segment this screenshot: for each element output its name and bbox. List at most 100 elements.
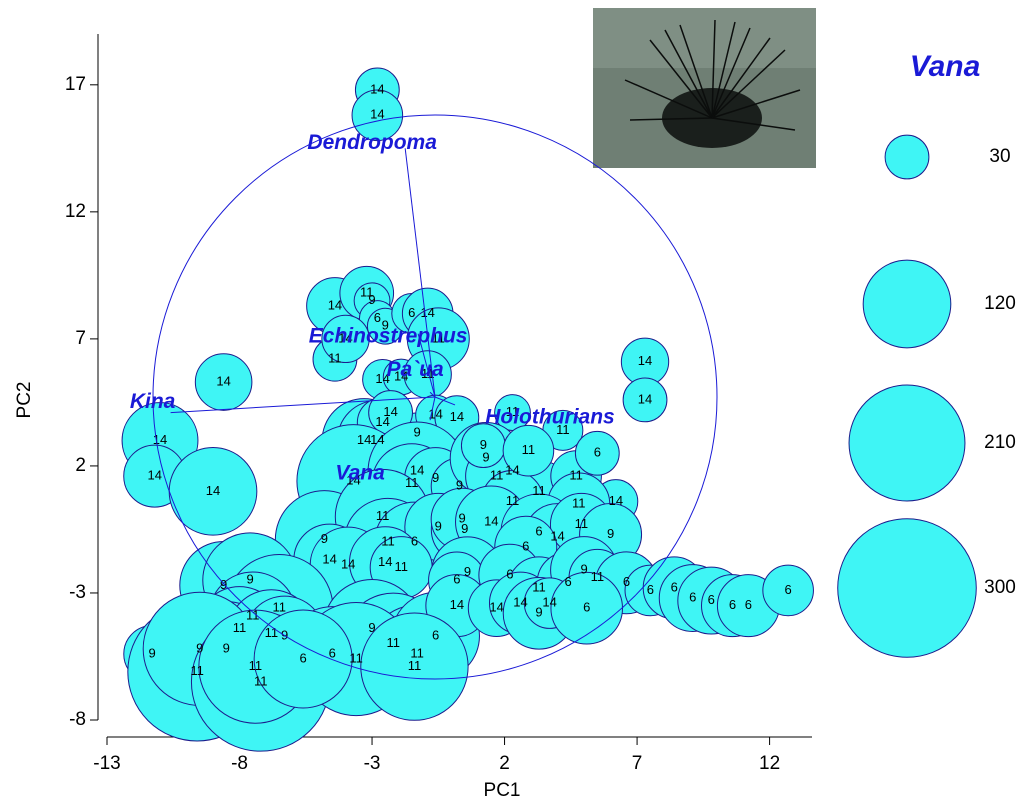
bubble-label: 14 (216, 374, 230, 389)
bubble-label: 14 (322, 551, 336, 566)
bubble-label: 11 (328, 351, 342, 366)
chart: PC1 PC2 -13-8-32712-8-327121714141411969… (0, 0, 1035, 807)
y-tick-label: 2 (75, 455, 86, 476)
bubble-label: 9 (435, 518, 442, 533)
bubble-label: 6 (745, 597, 752, 612)
bubble-label: 9 (432, 470, 439, 485)
legend-bubble (838, 519, 977, 658)
bubble-label: 6 (300, 650, 307, 665)
bubble-label: 6 (535, 523, 542, 538)
legend-label: 210 (984, 432, 1016, 453)
bubble-label: 14 (370, 81, 384, 96)
bubble-label: 6 (522, 539, 529, 554)
bubble-label: 11 (572, 495, 586, 510)
bubble-label: 9 (368, 292, 375, 307)
legend-bubble (885, 135, 929, 179)
bubble-label: 11 (569, 468, 583, 483)
bubble-label: 11 (265, 625, 279, 640)
bubble-label: 6 (623, 574, 630, 589)
bubble-label: 11 (490, 468, 504, 483)
bubble-label: 6 (453, 572, 460, 587)
bubble-label: 14 (513, 595, 527, 610)
vector-label: Kina (130, 390, 176, 413)
y-tick-label: 7 (75, 328, 86, 349)
bubble-label: 6 (583, 600, 590, 615)
bubble-label: 6 (506, 567, 513, 582)
bubble-label: 11 (506, 493, 520, 508)
bubble-label: 9 (459, 511, 466, 526)
bubble-label: 14 (370, 432, 384, 447)
bubble-label: 14 (206, 483, 220, 498)
bubble-label: 9 (413, 424, 420, 439)
bubble-label: 11 (591, 569, 605, 584)
bubble-label: 9 (480, 437, 487, 452)
bubble-label: 11 (254, 673, 268, 688)
bubble-label: 14 (341, 556, 355, 571)
bubble-label: 11 (376, 508, 390, 523)
bubble-label: 11 (273, 600, 287, 615)
x-tick-label: 12 (759, 753, 780, 774)
bubble-label: 9 (196, 640, 203, 655)
bubble-label: 14 (505, 462, 519, 477)
bubble-label: 14 (638, 391, 652, 406)
bubble-label: 6 (565, 574, 572, 589)
bubble-label: 14 (450, 597, 464, 612)
x-axis-label: PC1 (484, 780, 521, 801)
bubble-label: 6 (647, 582, 654, 597)
vector-label: Echinostrephus (309, 324, 468, 347)
bubble-label: 6 (785, 582, 792, 597)
bubble-label: 11 (408, 658, 422, 673)
vector-label: Dendropoma (307, 131, 437, 154)
bubble-label: 11 (233, 620, 247, 635)
legend-bubble (849, 385, 965, 501)
bubble-label: 14 (550, 529, 564, 544)
bubble-label: 6 (671, 579, 678, 594)
y-tick-label: -8 (69, 709, 86, 730)
bubble-label: 6 (411, 534, 418, 549)
bubble-label: 14 (378, 554, 392, 569)
photo (593, 8, 816, 168)
bubble-label: 14 (484, 513, 498, 528)
bubble-label: 11 (381, 534, 395, 549)
bubble-label: 14 (542, 595, 556, 610)
bubble-label: 14 (153, 432, 167, 447)
vector-label: Pa`ua (386, 358, 444, 381)
bubble-label: 14 (638, 353, 652, 368)
bubble-label: 9 (223, 640, 230, 655)
bubble-label: 6 (689, 589, 696, 604)
bubble-label: 9 (148, 645, 155, 660)
bubble-label: 11 (522, 442, 536, 457)
bubble-label: 14 (609, 493, 623, 508)
bubble-label: 14 (147, 468, 161, 483)
size-legend-title: Vana (910, 50, 981, 83)
vector-label: Vana (335, 462, 385, 485)
bubble-label: 11 (532, 579, 546, 594)
bubble-label: 6 (708, 592, 715, 607)
bubble-label: 11 (249, 658, 263, 673)
bubble-label: 14 (450, 409, 464, 424)
bubble-label: 11 (246, 607, 260, 622)
bubble-label: 9 (607, 526, 614, 541)
bubble-label: 6 (374, 310, 381, 325)
bubble-label: 9 (247, 572, 254, 587)
bubble-label: 11 (575, 516, 589, 531)
legend-label: 300 (984, 577, 1016, 598)
bubble-label: 6 (408, 305, 415, 320)
bubble-label: 11 (386, 635, 400, 650)
bubble-label: 6 (594, 445, 601, 460)
bubble-label: 11 (405, 475, 419, 490)
bubble-label: 14 (383, 404, 397, 419)
legend-label: 120 (984, 293, 1016, 314)
x-tick-label: 2 (499, 753, 510, 774)
bubble-label: 14 (489, 600, 503, 615)
bubble-label: 14 (328, 297, 342, 312)
bubble-label: 11 (532, 483, 546, 498)
legend-label: 30 (989, 146, 1010, 167)
vector-label: Holothurians (485, 405, 615, 428)
x-tick-label: -8 (231, 753, 248, 774)
bubble-label: 11 (190, 663, 204, 678)
bubble-label: 9 (368, 620, 375, 635)
y-axis-label: PC2 (14, 382, 35, 419)
y-tick-label: -3 (69, 582, 86, 603)
x-tick-label: -3 (364, 753, 381, 774)
